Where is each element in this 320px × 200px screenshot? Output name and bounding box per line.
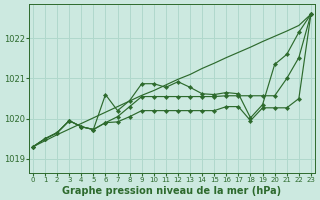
X-axis label: Graphe pression niveau de la mer (hPa): Graphe pression niveau de la mer (hPa): [62, 186, 282, 196]
